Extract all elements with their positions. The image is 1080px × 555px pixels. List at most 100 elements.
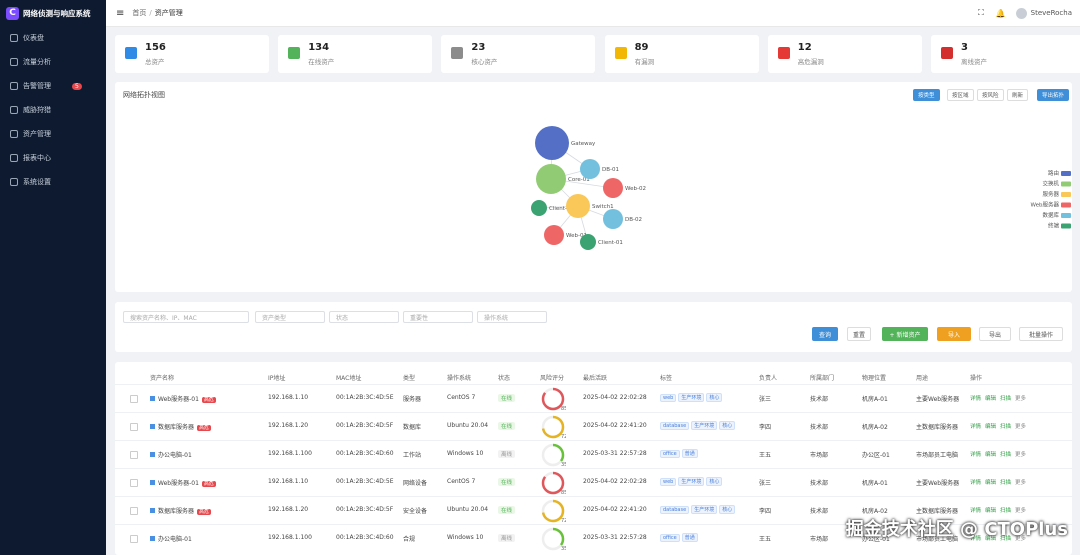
stat-label: 在线资产 bbox=[308, 58, 335, 66]
notification-icon[interactable]: 🔔 bbox=[995, 8, 1006, 18]
asset-name: Web服务器-01 高危 bbox=[150, 478, 216, 487]
filter-button[interactable]: 重置 bbox=[847, 327, 871, 341]
row-action[interactable]: 扫描 bbox=[1000, 536, 1012, 542]
status-tag: 在线 bbox=[498, 478, 516, 486]
row-action[interactable]: 更多 bbox=[1015, 480, 1027, 486]
filter-select[interactable]: 状态 bbox=[329, 311, 399, 323]
row-action[interactable]: 更多 bbox=[1015, 424, 1027, 430]
menu-item[interactable]: 威胁狩猎 bbox=[0, 99, 106, 121]
filter-select[interactable]: 资产类型 bbox=[255, 311, 325, 323]
cell-location: 办公区-01 bbox=[862, 536, 890, 543]
menu-item[interactable]: 资产管理 bbox=[0, 123, 106, 145]
cell-dept: 技术部 bbox=[810, 480, 829, 487]
filter-select[interactable]: 重要性 bbox=[403, 311, 473, 323]
cell-ip: 192.168.1.10 bbox=[268, 394, 309, 401]
row-checkbox[interactable] bbox=[130, 507, 138, 515]
filter-button[interactable]: 查询 bbox=[812, 327, 838, 341]
row-action[interactable]: 扫描 bbox=[1000, 508, 1012, 514]
menu-item[interactable]: 流量分析 bbox=[0, 51, 106, 73]
tag: office bbox=[660, 534, 680, 542]
row-action[interactable]: 详情 bbox=[970, 508, 982, 514]
tag: 生产环境 bbox=[678, 477, 705, 486]
header: ≡ 首页 / 资产管理 ⛶ 🔔 SteveRocha bbox=[106, 0, 1080, 27]
legend-swatch bbox=[1061, 192, 1071, 197]
topology-node bbox=[603, 178, 623, 198]
status-tag: 离线 bbox=[498, 534, 516, 542]
row-action[interactable]: 编辑 bbox=[985, 508, 997, 514]
topology-title: 网络拓扑视图 bbox=[123, 91, 165, 99]
filter-button[interactable]: 导入 bbox=[937, 327, 971, 341]
asset-name: 数据库服务器 高危 bbox=[150, 506, 212, 515]
cell-mac: 00:1A:2B:3C:4D:60 bbox=[336, 534, 394, 541]
cell-mac: 00:1A:2B:3C:4D:5F bbox=[336, 506, 394, 513]
cell-location: 办公区-01 bbox=[862, 452, 890, 459]
row-action[interactable]: 更多 bbox=[1015, 396, 1027, 402]
risk-gauge: 85 bbox=[541, 387, 566, 412]
row-action[interactable]: 更多 bbox=[1015, 508, 1027, 514]
avatar[interactable] bbox=[1015, 7, 1027, 19]
row-action[interactable]: 编辑 bbox=[985, 396, 997, 402]
row-checkbox[interactable] bbox=[130, 423, 138, 431]
topology-button[interactable]: 导出拓扑 bbox=[1037, 89, 1070, 101]
topology-node bbox=[580, 159, 600, 179]
row-checkbox[interactable] bbox=[130, 479, 138, 487]
menu-toggle[interactable]: ≡ bbox=[116, 7, 125, 19]
tag: 普通 bbox=[681, 533, 698, 542]
row-action[interactable]: 详情 bbox=[970, 536, 982, 542]
filter-button[interactable]: + 新增资产 bbox=[882, 327, 928, 341]
cell-os: Windows 10 bbox=[447, 450, 484, 457]
topology-button[interactable]: 按类型 bbox=[913, 89, 940, 101]
filter-button[interactable]: 批量操作 bbox=[1019, 327, 1063, 341]
cell-owner: 李四 bbox=[759, 508, 772, 515]
row-action[interactable]: 编辑 bbox=[985, 536, 997, 542]
row-actions: 详情 编辑 扫描 更多 bbox=[970, 450, 1030, 458]
row-action[interactable]: 更多 bbox=[1015, 452, 1027, 458]
topology-button[interactable]: 按风险 bbox=[977, 89, 1004, 101]
table-header: 操作 bbox=[970, 375, 983, 382]
fullscreen-icon[interactable]: ⛶ bbox=[978, 8, 984, 17]
topology-panel: 网络拓扑视图 Gateway Core-01 DB-01 Web-02 Client-0… bbox=[115, 82, 1072, 292]
row-action[interactable]: 详情 bbox=[970, 452, 982, 458]
menu-item[interactable]: 系统设置 bbox=[0, 171, 106, 193]
row-action[interactable]: 详情 bbox=[970, 396, 982, 402]
topology-button[interactable]: 按区域 bbox=[947, 89, 974, 101]
stat-card: 134 在线资产 bbox=[278, 35, 433, 73]
menu-item[interactable]: 报表中心 bbox=[0, 147, 106, 169]
tag: 核心 bbox=[719, 421, 736, 430]
row-action[interactable]: 扫描 bbox=[1000, 452, 1012, 458]
row-action[interactable]: 详情 bbox=[970, 424, 982, 430]
legend-swatch bbox=[1061, 202, 1071, 208]
risk-badge: 高危 bbox=[201, 481, 216, 487]
row-action[interactable]: 编辑 bbox=[985, 424, 997, 430]
user-name[interactable]: SteveRocha bbox=[1030, 9, 1072, 17]
row-checkbox[interactable] bbox=[130, 535, 138, 543]
stat-value: 134 bbox=[308, 42, 330, 53]
tags: office 普通 bbox=[660, 533, 700, 542]
row-action[interactable]: 扫描 bbox=[1000, 424, 1012, 430]
filter-select[interactable]: 操作系统 bbox=[477, 311, 547, 323]
menu-label: 系统设置 bbox=[23, 178, 51, 186]
tags: database 生产环境 核心 bbox=[660, 505, 737, 514]
tag: 普通 bbox=[681, 449, 698, 458]
last-active: 2025-04-02 22:41:20 bbox=[583, 506, 647, 513]
row-checkbox[interactable] bbox=[130, 451, 138, 459]
row-checkbox[interactable] bbox=[130, 395, 138, 403]
stat-card: 89 有漏洞 bbox=[604, 35, 759, 73]
row-divider bbox=[115, 384, 1072, 385]
row-action[interactable]: 扫描 bbox=[1000, 396, 1012, 402]
search-input[interactable]: 搜索资产名称、IP、MAC bbox=[123, 311, 249, 323]
table-header: 物理位置 bbox=[862, 375, 887, 382]
row-action[interactable]: 详情 bbox=[970, 480, 982, 486]
topology-button[interactable]: 刷新 bbox=[1007, 89, 1029, 101]
filter-button[interactable]: 导出 bbox=[979, 327, 1011, 341]
row-action[interactable]: 更多 bbox=[1015, 536, 1027, 542]
menu-item[interactable]: 告警管理 5 bbox=[0, 75, 106, 97]
menu-label: 告警管理 bbox=[23, 82, 51, 90]
row-action[interactable]: 编辑 bbox=[985, 480, 997, 486]
menu-item[interactable]: 仪表盘 bbox=[0, 27, 106, 49]
cell-os: Windows 10 bbox=[447, 534, 484, 541]
row-action[interactable]: 编辑 bbox=[985, 452, 997, 458]
row-action[interactable]: 扫描 bbox=[1000, 480, 1012, 486]
breadcrumb-home[interactable]: 首页 bbox=[132, 9, 147, 17]
